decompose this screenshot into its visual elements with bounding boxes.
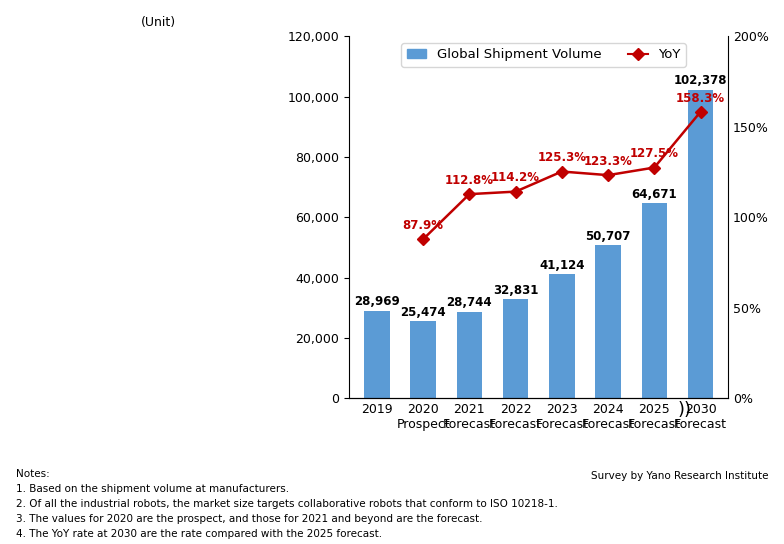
Text: 158.3%: 158.3% — [676, 91, 725, 104]
Text: 32,831: 32,831 — [493, 284, 539, 297]
Bar — [641, 203, 667, 398]
Bar — [456, 312, 482, 398]
Bar — [688, 90, 713, 398]
Legend: Global Shipment Volume, YoY: Global Shipment Volume, YoY — [401, 43, 686, 66]
YoY — [604, 172, 613, 178]
YoY — [419, 236, 428, 243]
Text: 102,378: 102,378 — [673, 74, 728, 87]
Text: )): )) — [677, 401, 691, 419]
Bar — [411, 322, 436, 398]
YoY — [465, 191, 474, 197]
Bar — [549, 274, 575, 398]
Text: Notes:
1. Based on the shipment volume at manufacturers.
2. Of all the industria: Notes: 1. Based on the shipment volume a… — [16, 469, 557, 539]
Text: 50,707: 50,707 — [586, 230, 631, 243]
YoY — [511, 188, 521, 195]
Text: 123.3%: 123.3% — [583, 155, 633, 168]
Text: 64,671: 64,671 — [631, 188, 677, 201]
Bar — [365, 311, 390, 398]
Bar — [595, 245, 621, 398]
Bar — [503, 299, 528, 398]
Text: (Unit): (Unit) — [140, 16, 176, 29]
YoY — [557, 168, 567, 175]
Text: 28,744: 28,744 — [447, 296, 492, 309]
Text: 127.5%: 127.5% — [630, 147, 679, 160]
Text: 114.2%: 114.2% — [491, 171, 540, 184]
Text: 25,474: 25,474 — [401, 306, 446, 319]
Text: 28,969: 28,969 — [354, 295, 400, 308]
YoY — [696, 109, 706, 115]
Text: 112.8%: 112.8% — [445, 174, 494, 187]
Text: 125.3%: 125.3% — [537, 151, 586, 164]
Text: 87.9%: 87.9% — [403, 219, 444, 232]
Text: Survey by Yano Research Institute: Survey by Yano Research Institute — [591, 472, 768, 481]
Line: YoY: YoY — [419, 108, 705, 243]
Text: 41,124: 41,124 — [539, 259, 585, 272]
YoY — [650, 164, 659, 171]
